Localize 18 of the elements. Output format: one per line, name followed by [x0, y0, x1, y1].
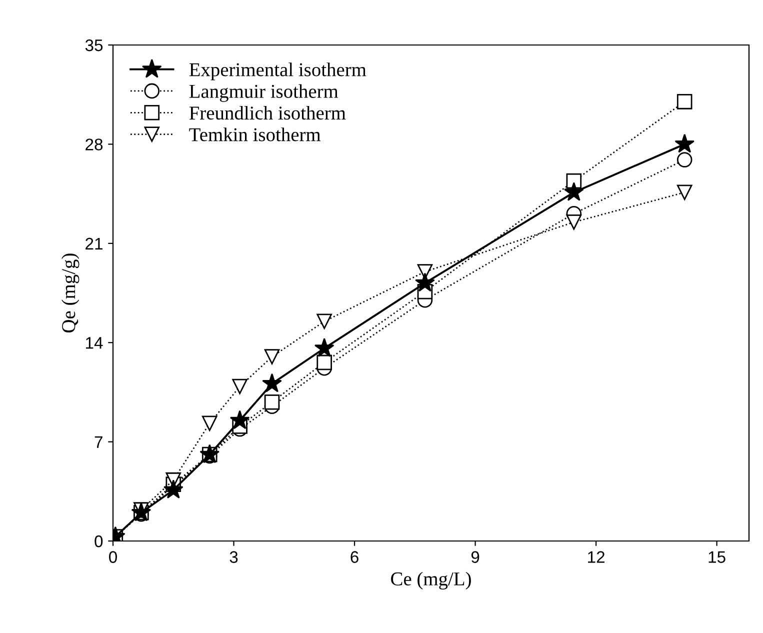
y-tick-label: 0: [94, 535, 103, 548]
x-axis-title: Ce (mg/L): [391, 572, 471, 590]
legend-label: Temkin isotherm: [189, 128, 321, 142]
y-tick-label: 35: [85, 39, 103, 52]
x-tick-label: 0: [109, 551, 117, 563]
y-tick-label: 28: [86, 138, 103, 150]
x-tick-label: 6: [350, 551, 358, 563]
legend-label: Langmuir isotherm: [189, 84, 338, 102]
x-tick-label: 9: [471, 551, 480, 563]
y-tick-label: 7: [94, 436, 102, 448]
x-tick-label: 3: [230, 551, 238, 563]
legend-label: Experimental isotherm: [189, 62, 366, 80]
y-tick-label: 21: [86, 238, 102, 250]
y-tick-label: 14: [86, 337, 103, 349]
x-tick-label: 12: [588, 551, 604, 563]
y-axis-title: Qe (mg/g): [61, 254, 80, 332]
x-tick-label: 15: [708, 551, 726, 563]
legend-label: Freundlich isotherm: [189, 106, 346, 120]
